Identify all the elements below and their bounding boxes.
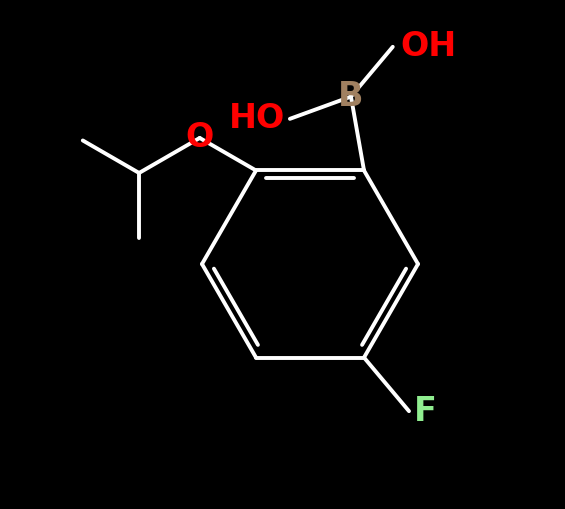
- Text: F: F: [414, 394, 437, 428]
- Text: OH: OH: [401, 31, 457, 63]
- Text: B: B: [338, 80, 364, 113]
- Text: HO: HO: [229, 102, 285, 135]
- Text: O: O: [185, 122, 214, 154]
